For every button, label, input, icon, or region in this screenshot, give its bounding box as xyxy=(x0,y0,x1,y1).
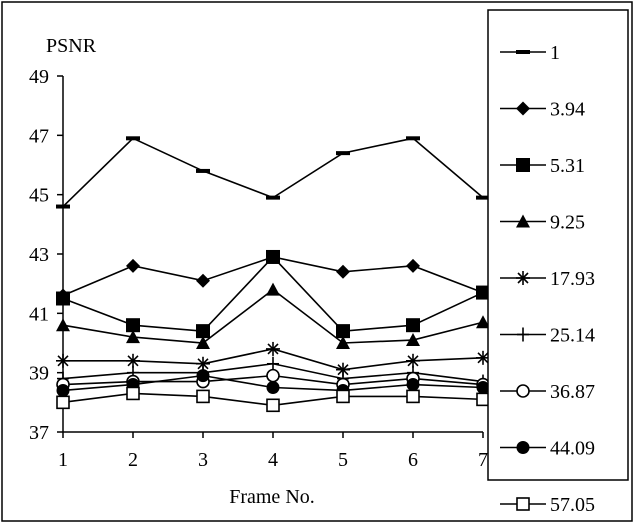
legend-item: 3.94 xyxy=(500,99,585,121)
legend-box xyxy=(487,9,629,481)
marker-plus xyxy=(517,327,529,342)
legend-item: 25.14 xyxy=(500,325,595,347)
series-1 xyxy=(56,136,490,209)
x-tick-label: 5 xyxy=(338,449,348,471)
series-44-09 xyxy=(56,369,490,397)
marker-triangle xyxy=(196,336,210,349)
legend-label: 25.14 xyxy=(550,325,595,347)
y-tick-label: 41 xyxy=(29,303,49,325)
marker-square xyxy=(476,285,490,300)
marker-square-open xyxy=(516,497,530,511)
marker-asterisk xyxy=(266,341,280,356)
marker-square-open xyxy=(126,386,140,401)
marker-square-open xyxy=(266,398,280,413)
legend-label: 36.87 xyxy=(550,381,595,403)
marker-plus xyxy=(267,356,279,371)
legend-item: 9.25 xyxy=(500,212,585,234)
marker-circle-filled xyxy=(516,441,530,454)
marker-circle-filled xyxy=(476,381,490,394)
marker-square xyxy=(516,158,530,172)
marker-asterisk xyxy=(406,353,420,368)
marker-diamond xyxy=(336,264,350,279)
marker-asterisk xyxy=(516,271,530,285)
marker-square-open xyxy=(56,395,70,410)
y-axis-label: PSNR xyxy=(46,35,97,57)
y-tick-label: 37 xyxy=(29,422,49,444)
x-tick-label: 3 xyxy=(198,449,208,471)
marker-triangle xyxy=(476,315,490,329)
y-tick-label: 39 xyxy=(29,363,49,385)
marker-square-open xyxy=(336,389,350,404)
marker-triangle xyxy=(266,282,280,296)
marker-diamond xyxy=(196,273,210,288)
marker-square-open xyxy=(406,389,420,404)
x-tick-label: 6 xyxy=(408,449,418,471)
y-tick-label: 45 xyxy=(29,185,49,207)
marker-square-open xyxy=(476,392,490,407)
y-tick-label: 47 xyxy=(29,125,49,147)
legend-item: 1 xyxy=(500,42,560,64)
x-tick-label: 4 xyxy=(268,449,278,471)
marker-circle-open xyxy=(516,384,530,398)
marker-asterisk xyxy=(476,350,490,365)
legend-label: 57.05 xyxy=(550,494,595,516)
series-5-31 xyxy=(56,249,490,339)
legend-item: 57.05 xyxy=(500,494,595,516)
x-axis-label: Frame No. xyxy=(229,486,315,508)
series-57-05 xyxy=(56,386,490,413)
marker-asterisk xyxy=(56,353,70,368)
marker-square xyxy=(266,249,280,264)
marker-triangle xyxy=(126,330,140,344)
marker-square-open xyxy=(196,389,210,404)
legend-label: 5.31 xyxy=(550,155,585,177)
marker-square xyxy=(56,291,70,306)
legend-item: 44.09 xyxy=(500,438,595,460)
marker-circle-filled xyxy=(406,378,420,392)
marker-diamond xyxy=(126,258,140,273)
y-tick-label: 49 xyxy=(29,66,49,88)
series-9-25 xyxy=(56,282,490,349)
legend-label: 44.09 xyxy=(550,438,595,460)
legend-label: 9.25 xyxy=(550,212,585,234)
legend-item: 36.87 xyxy=(500,381,595,403)
marker-triangle xyxy=(406,333,420,347)
legend-label: 17.93 xyxy=(550,268,595,290)
legend-item: 5.31 xyxy=(500,155,585,177)
marker-asterisk xyxy=(336,362,350,377)
marker-asterisk xyxy=(126,353,140,368)
marker-circle-open xyxy=(266,368,280,383)
legend-label: 3.94 xyxy=(550,99,585,121)
legend-label: 1 xyxy=(550,42,560,64)
marker-square xyxy=(406,318,420,333)
marker-circle-filled xyxy=(196,369,210,383)
marker-square xyxy=(196,324,210,339)
x-tick-label: 1 xyxy=(58,449,68,471)
legend: 1 3.94 5.31 9.25 17.93 25.14 36.87 44.09 57.05 xyxy=(487,9,629,516)
y-tick-label: 43 xyxy=(29,244,49,266)
marker-diamond xyxy=(406,258,420,273)
marker-triangle xyxy=(56,318,70,332)
legend-item: 17.93 xyxy=(500,268,595,290)
marker-circle-filled xyxy=(56,383,70,397)
marker-triangle xyxy=(336,336,350,349)
plot-area xyxy=(56,136,490,413)
marker-square xyxy=(336,324,350,339)
marker-diamond xyxy=(516,101,530,116)
marker-circle-filled xyxy=(266,381,280,394)
marker-triangle xyxy=(516,214,530,228)
x-tick-label: 2 xyxy=(128,449,138,471)
x-tick-label: 7 xyxy=(478,449,488,471)
marker-square xyxy=(126,318,140,333)
series-17-93 xyxy=(56,341,490,377)
